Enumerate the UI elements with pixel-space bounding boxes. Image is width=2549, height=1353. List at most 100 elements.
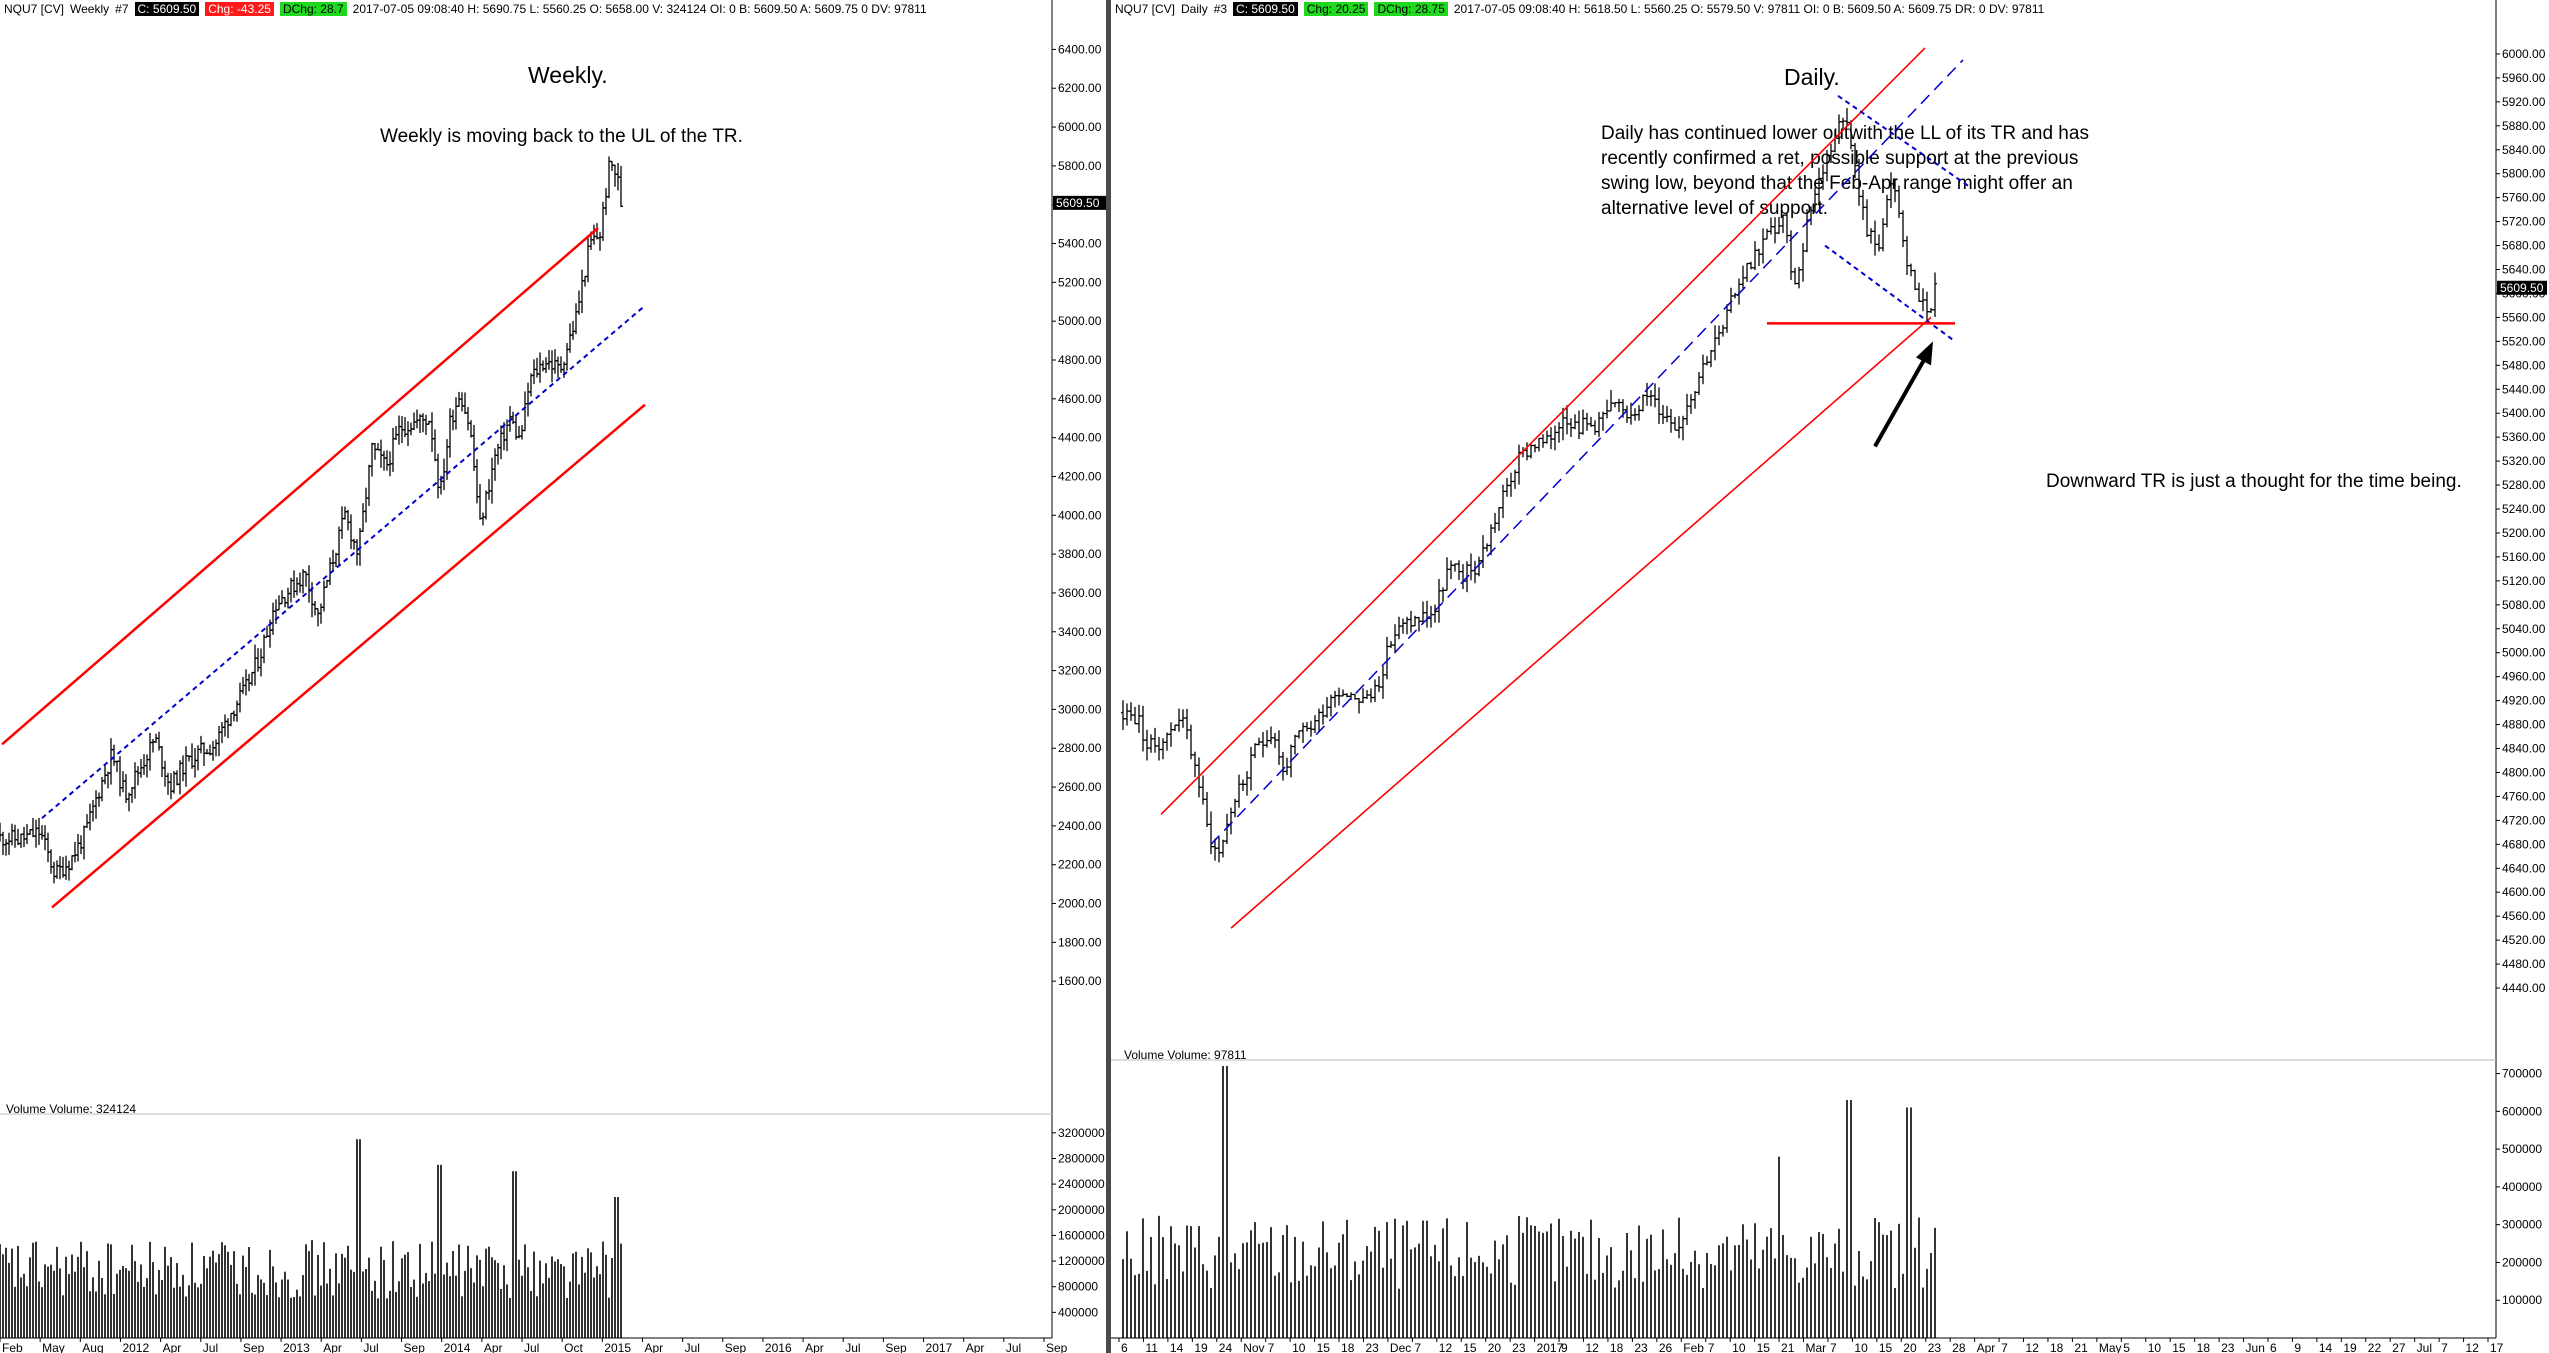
weekly-x-tick-label: Aug <box>82 1341 103 1353</box>
weekly-x-tick-label: May <box>42 1341 65 1353</box>
daily-arrow-head <box>1916 341 1933 366</box>
weekly-y-tick-label: 5200.00 <box>1058 275 1102 289</box>
daily-x-tick-label: 7 <box>1830 1341 1837 1353</box>
weekly-y-tick-label: 1800.00 <box>1058 935 1102 949</box>
daily-y-tick-label: 5880.00 <box>2502 119 2546 133</box>
weekly-y-tick-label: 4600.00 <box>1058 392 1102 406</box>
daily-y-tick-label: 5320.00 <box>2502 454 2546 468</box>
weekly-x-tick-label: Apr <box>484 1341 503 1353</box>
weekly-y-tick-label: 2800.00 <box>1058 741 1102 755</box>
weekly-last-price-text: 5609.50 <box>1056 196 1100 210</box>
daily-chart-svg[interactable]: 6000.00 5960.00 5920.00 5880.00 5840.00 5800.… <box>1111 0 2549 1353</box>
daily-x-tick-label: 12 <box>1585 1341 1599 1353</box>
daily-y-tick-label: 5040.00 <box>2502 622 2546 636</box>
weekly-chart-svg[interactable]: 6400.006200.006000.005800.005600.005400.… <box>0 0 1106 1353</box>
daily-x-tick-label: Dec <box>1390 1341 1411 1353</box>
daily-header: NQU7 [CV] Daily #3 C: 5609.50 Chg: 20.25… <box>1115 2 2044 16</box>
weekly-volume-tick-label: 2000000 <box>1058 1203 1105 1217</box>
daily-y-tick-label: 4720.00 <box>2502 813 2546 827</box>
daily-ohlc-readout: 2017-07-05 09:08:40 H: 5618.50 L: 5560.2… <box>1453 2 2045 16</box>
daily-x-tick-label: 23 <box>1512 1341 1526 1353</box>
weekly-y-tick-label: 3800.00 <box>1058 547 1102 561</box>
daily-x-tick-label: 14 <box>2319 1341 2333 1353</box>
daily-x-tick-label: 19 <box>2343 1341 2357 1353</box>
daily-x-tick-label: 10 <box>1854 1341 1868 1353</box>
daily-x-tick-label: 26 <box>1659 1341 1673 1353</box>
daily-x-tick-label: 23 <box>1928 1341 1942 1353</box>
daily-period: Daily <box>1181 2 1208 16</box>
daily-symbol: NQU7 [CV] <box>1115 2 1176 16</box>
daily-x-tick-label: 7 <box>1414 1341 1421 1353</box>
weekly-close-badge: C: 5609.50 <box>134 2 200 16</box>
daily-y-tick-label: 4640.00 <box>2502 861 2546 875</box>
daily-y-tick-label: 4560.00 <box>2502 909 2546 923</box>
daily-title: Daily. <box>1784 64 1840 90</box>
weekly-volume-tick-label: 800000 <box>1058 1280 1098 1294</box>
daily-y-tick-label: 5840.00 <box>2502 143 2546 157</box>
daily-y-tick-label: 5640.00 <box>2502 263 2546 277</box>
weekly-x-tick-label: Sep <box>404 1341 426 1353</box>
weekly-volume-tick-label: 3200000 <box>1058 1126 1105 1140</box>
daily-x-tick-label: 10 <box>1732 1341 1746 1353</box>
daily-x-tick-label: 23 <box>2221 1341 2235 1353</box>
daily-x-tick-label: 22 <box>2368 1341 2382 1353</box>
weekly-x-tick-label: Jul <box>524 1341 539 1353</box>
daily-x-tick-label: Feb <box>1683 1341 1704 1353</box>
daily-x-tick-label: 18 <box>2197 1341 2211 1353</box>
daily-x-tick-label: 19 <box>1194 1341 1208 1353</box>
daily-y-tick-label: 4760.00 <box>2502 789 2546 803</box>
daily-x-tick-label: 24 <box>1219 1341 1233 1353</box>
weekly-y-tick-label: 1600.00 <box>1058 974 1102 988</box>
daily-x-tick-label: Jun <box>2246 1341 2265 1353</box>
daily-y-tick-label: 5240.00 <box>2502 502 2546 516</box>
daily-volume-tick-label: 300000 <box>2502 1218 2542 1232</box>
weekly-x-tick-label: 2016 <box>765 1341 792 1353</box>
daily-y-tick-label: 5800.00 <box>2502 167 2546 181</box>
daily-x-tick-label: 7 <box>2001 1341 2008 1353</box>
daily-note-2: Downward TR is just a thought for the ti… <box>2046 471 2462 492</box>
weekly-y-tick-label: 2400.00 <box>1058 819 1102 833</box>
weekly-chart-pane[interactable]: NQU7 [CV] Weekly #7 C: 5609.50 Chg: -43.… <box>0 0 1109 1353</box>
weekly-volume-tick-label: 1200000 <box>1058 1254 1105 1268</box>
daily-channel-lower-line <box>1230 316 1932 929</box>
weekly-x-tick-label: Apr <box>644 1341 663 1353</box>
daily-x-tick-label: 12 <box>2026 1341 2040 1353</box>
daily-x-tick-label: 12 <box>1439 1341 1453 1353</box>
daily-y-tick-label: 5920.00 <box>2502 95 2546 109</box>
weekly-x-tick-label: Sep <box>243 1341 265 1353</box>
daily-x-tick-label: 10 <box>2148 1341 2162 1353</box>
weekly-period: Weekly <box>70 2 110 16</box>
weekly-channel-midline <box>41 304 646 819</box>
daily-x-tick-label: 11 <box>1145 1341 1158 1353</box>
weekly-y-tick-label: 2000.00 <box>1058 897 1102 911</box>
pane-divider[interactable] <box>1106 0 1111 1353</box>
weekly-y-tick-label: 5000.00 <box>1058 314 1102 328</box>
daily-x-tick-label: 15 <box>1757 1341 1771 1353</box>
weekly-volume-tick-label: 400000 <box>1058 1305 1098 1319</box>
weekly-symbol: NQU7 [CV] <box>4 2 65 16</box>
weekly-y-tick-label: 6200.00 <box>1058 81 1102 95</box>
daily-x-tick-label: 15 <box>2172 1341 2186 1353</box>
daily-x-tick-label: 20 <box>1488 1341 1502 1353</box>
daily-x-tick-label: Apr <box>1977 1341 1996 1353</box>
weekly-channel-lower-line <box>51 403 646 909</box>
weekly-y-tick-label: 2600.00 <box>1058 780 1102 794</box>
daily-x-tick-label: 18 <box>1610 1341 1624 1353</box>
daily-x-tick-label: 18 <box>2050 1341 2064 1353</box>
daily-y-tick-label: 4480.00 <box>2502 957 2546 971</box>
daily-x-tick-label: 12 <box>2466 1341 2480 1353</box>
daily-y-tick-label: 5160.00 <box>2502 550 2546 564</box>
weekly-x-tick-label: 2017 <box>926 1341 953 1353</box>
daily-x-tick-label: 20 <box>1903 1341 1917 1353</box>
weekly-y-tick-label: 6400.00 <box>1058 42 1102 56</box>
daily-chart-pane[interactable]: NQU7 [CV] Daily #3 C: 5609.50 Chg: 20.25… <box>1111 0 2549 1353</box>
daily-y-tick-label: 4600.00 <box>2502 885 2546 899</box>
weekly-x-tick-label: Apr <box>966 1341 985 1353</box>
daily-y-tick-label: 4840.00 <box>2502 742 2546 756</box>
daily-y-tick-label: 5360.00 <box>2502 430 2546 444</box>
daily-x-tick-label: 23 <box>1634 1341 1648 1353</box>
weekly-x-tick-label: Oct <box>564 1341 583 1353</box>
daily-x-tick-label: 15 <box>1317 1341 1331 1353</box>
daily-dchange-badge: DChg: 28.75 <box>1374 2 1448 16</box>
daily-y-tick-label: 6000.00 <box>2502 47 2546 61</box>
